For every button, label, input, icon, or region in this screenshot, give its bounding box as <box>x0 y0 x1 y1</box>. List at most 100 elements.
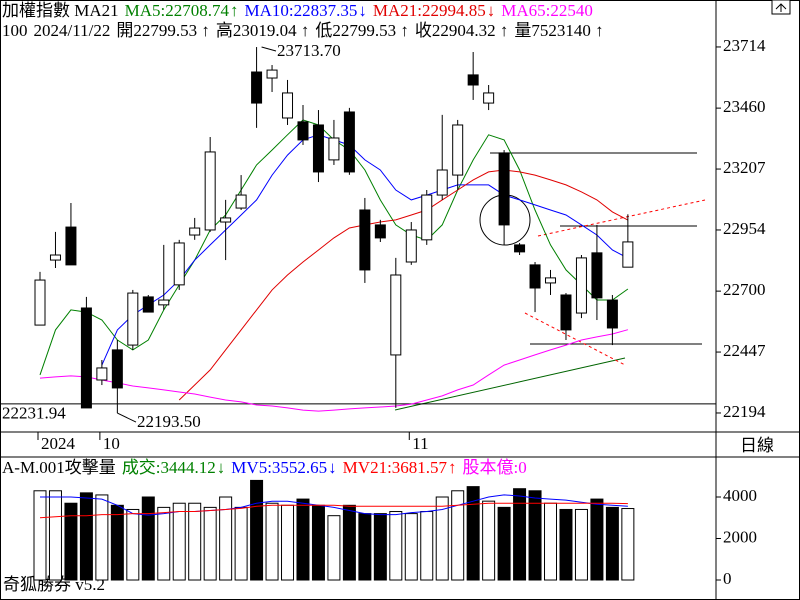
candle-body <box>467 74 479 86</box>
volume-bar <box>281 504 295 581</box>
chart-title: 加權指數 MA21 <box>2 1 119 20</box>
y-tick-label: 2000 <box>723 527 757 546</box>
candle-body <box>111 349 123 389</box>
info-item: 高23019.04 ↑ <box>215 21 310 40</box>
candle-body <box>80 307 92 409</box>
legend-entry: MV5:3552.65 <box>231 458 328 477</box>
volume-bar <box>203 506 217 581</box>
volume-bar <box>311 504 325 581</box>
candle-body <box>452 124 464 176</box>
legend-entry: 成交:3444.12 <box>121 458 216 477</box>
annotation-leader <box>117 412 137 423</box>
volume-bar <box>404 513 418 581</box>
legend-entry: MA5:22708.74 <box>124 1 230 20</box>
volume-bar <box>250 479 264 581</box>
footer: 奇狐勝券 v5.2 <box>3 575 105 594</box>
candle-body <box>158 299 170 306</box>
legend-entry: MA65:22540 <box>501 1 593 20</box>
legend-entry: 股本億:0 <box>462 458 527 477</box>
candle-body <box>251 71 263 104</box>
y-tick-label: 22194 <box>723 402 766 421</box>
volume-bar <box>64 502 78 581</box>
y-tick-label: 22954 <box>723 219 766 238</box>
volume-bar <box>358 513 372 581</box>
candle-body <box>235 194 247 209</box>
volume-bar <box>79 492 93 581</box>
candle-body <box>142 296 154 313</box>
volume-bar <box>219 496 233 581</box>
candle-body <box>96 367 108 381</box>
info-item: 低22799.53 ↑ <box>315 21 409 40</box>
volume-bar <box>188 502 202 581</box>
drawn-channel <box>524 312 626 366</box>
legend-arrow: ↓ <box>216 458 226 477</box>
volume-bar <box>435 496 449 581</box>
period-label: 日線 <box>740 436 774 455</box>
y-tick-label: 22447 <box>723 341 766 360</box>
x-tick-label: 11 <box>412 434 428 453</box>
volume-bar <box>466 486 480 581</box>
candle-body <box>436 169 448 196</box>
candle-body <box>297 121 309 141</box>
volume-bar <box>33 490 47 581</box>
chart-title: A-M.001攻擊量 <box>2 458 116 477</box>
volume-bar <box>48 490 62 581</box>
legend-entry: MA10:22837.35 <box>244 1 358 20</box>
volume-bar <box>126 508 140 581</box>
ma-line <box>39 329 629 412</box>
legend-arrow: ↓ <box>328 458 337 477</box>
volume-bar <box>234 506 248 581</box>
annotation-leader <box>261 46 277 52</box>
y-tick-label: 0 <box>723 569 732 588</box>
volume-bar <box>157 506 171 581</box>
candle-body <box>173 242 185 286</box>
volume-bar <box>95 494 109 581</box>
candle-body <box>591 252 603 299</box>
candle-body <box>374 224 386 239</box>
candle-body <box>545 277 557 284</box>
volume-bar <box>590 498 604 581</box>
candle-body <box>483 92 495 104</box>
info-item: 2024/11/22 <box>33 21 111 40</box>
volume-bar <box>172 502 186 581</box>
candle-body <box>575 257 587 314</box>
volume-bar <box>544 502 558 581</box>
y-tick-label: 4000 <box>723 486 757 505</box>
candle-body <box>421 194 433 241</box>
volume-bar <box>342 504 356 581</box>
volume-bar <box>265 502 279 581</box>
drawn-channel <box>537 199 706 237</box>
candle-body <box>65 226 77 266</box>
volume-bar <box>497 506 511 581</box>
volume-bar <box>420 511 434 581</box>
ma-line <box>101 134 629 366</box>
candle-body <box>343 111 355 173</box>
candle-body <box>266 69 278 79</box>
annotation: 22231.94 <box>2 404 66 423</box>
y-tick-label: 23460 <box>723 97 766 116</box>
y-tick-label: 23207 <box>723 158 766 177</box>
candle-body <box>498 152 510 226</box>
candle-body <box>606 299 618 329</box>
x-tick-label: 2024 <box>41 434 76 453</box>
price-header: 加權指數 MA21 MA5:22708.74↑ MA10:22837.35↓ MA21… <box>2 1 714 21</box>
volume-bar <box>389 511 403 581</box>
candle-body <box>359 209 371 271</box>
candle-body <box>514 244 526 253</box>
candle-body <box>34 279 46 326</box>
candle-body <box>328 137 340 161</box>
volume-bar <box>373 513 387 581</box>
volume-bar <box>110 504 124 581</box>
trend-line <box>394 357 626 411</box>
info-item: 量7523140 ↑ <box>514 21 604 40</box>
candle-body <box>204 151 216 231</box>
volume-bar <box>141 496 155 581</box>
volume-bar <box>528 490 542 581</box>
price-info: 100 2024/11/22 開22799.53 ↑ 高23019.04 ↑ 低2279… <box>2 21 714 41</box>
candle-body <box>220 217 232 223</box>
candle-body <box>282 92 294 119</box>
legend-arrow: ↓ <box>486 1 496 20</box>
window-button-icon <box>775 3 787 12</box>
